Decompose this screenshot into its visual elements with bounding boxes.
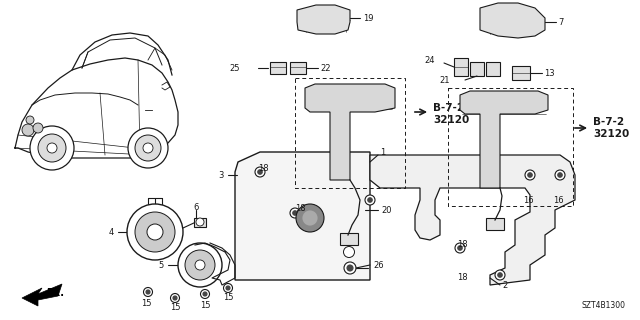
Circle shape [255,167,265,177]
Circle shape [458,246,462,250]
Bar [512,66,530,80]
Circle shape [290,208,300,218]
Circle shape [296,204,324,232]
Text: 18: 18 [457,274,467,283]
Polygon shape [297,5,350,34]
Circle shape [302,210,318,226]
Circle shape [30,126,74,170]
Bar [448,88,573,206]
Circle shape [22,124,34,136]
Polygon shape [235,152,370,280]
Polygon shape [480,3,545,38]
Circle shape [495,270,505,280]
Circle shape [365,195,375,205]
Text: 21: 21 [440,76,450,84]
Circle shape [185,250,215,280]
Text: 16: 16 [523,196,533,204]
Text: SZT4B1300: SZT4B1300 [581,301,625,310]
Circle shape [135,135,161,161]
Circle shape [528,173,532,177]
Text: 7: 7 [558,18,563,27]
Bar [470,62,484,76]
Circle shape [38,134,66,162]
Bar [194,218,206,227]
Bar [340,233,358,245]
Bar [295,78,405,188]
Circle shape [146,290,150,294]
Text: 32120: 32120 [593,129,629,139]
Bar [454,58,468,76]
Text: 32120: 32120 [433,115,469,125]
Circle shape [455,243,465,253]
Polygon shape [370,155,575,285]
Text: 15: 15 [223,293,233,302]
Text: 22: 22 [320,63,330,73]
Bar [270,62,286,74]
Circle shape [33,123,43,133]
Text: 13: 13 [544,68,555,77]
Text: 4: 4 [109,228,114,236]
Bar [486,62,500,76]
Circle shape [557,173,563,177]
Circle shape [143,287,152,297]
Polygon shape [460,91,548,188]
Text: 1: 1 [380,148,385,156]
Circle shape [344,262,356,274]
Text: 16: 16 [553,196,563,204]
Circle shape [344,246,355,258]
Circle shape [152,212,159,219]
Circle shape [347,265,353,271]
Text: 25: 25 [230,63,240,73]
Circle shape [498,273,502,277]
Text: 15: 15 [141,299,151,308]
Text: 5: 5 [159,260,164,269]
Text: 18: 18 [457,239,467,249]
Text: 2: 2 [502,281,508,290]
Text: B-7-2: B-7-2 [433,103,464,113]
Text: 15: 15 [200,300,211,309]
Text: 19: 19 [363,13,374,22]
Circle shape [203,292,207,296]
Text: 6: 6 [193,203,198,212]
Circle shape [170,293,179,302]
Circle shape [196,218,204,226]
Circle shape [195,260,205,270]
Text: 18: 18 [258,164,268,172]
Circle shape [525,170,535,180]
Circle shape [26,116,34,124]
Bar [486,218,504,230]
Circle shape [143,143,153,153]
Text: 18: 18 [294,204,305,212]
Polygon shape [22,284,62,306]
Text: 15: 15 [170,303,180,313]
Circle shape [128,128,168,168]
Circle shape [147,224,163,240]
Text: 20: 20 [381,205,392,214]
Bar [290,62,306,74]
Circle shape [555,170,565,180]
Circle shape [127,204,183,260]
Circle shape [258,170,262,174]
Polygon shape [305,84,395,180]
Circle shape [47,143,57,153]
Circle shape [178,243,222,287]
Circle shape [200,290,209,299]
Circle shape [226,286,230,290]
Text: B-7-2: B-7-2 [593,117,624,127]
Text: 26: 26 [373,260,383,269]
Circle shape [368,198,372,202]
Circle shape [173,296,177,300]
Text: 3: 3 [219,171,224,180]
Circle shape [292,211,297,215]
Text: FR.: FR. [46,288,64,298]
Text: 24: 24 [424,55,435,65]
Circle shape [135,212,175,252]
Circle shape [223,284,232,292]
